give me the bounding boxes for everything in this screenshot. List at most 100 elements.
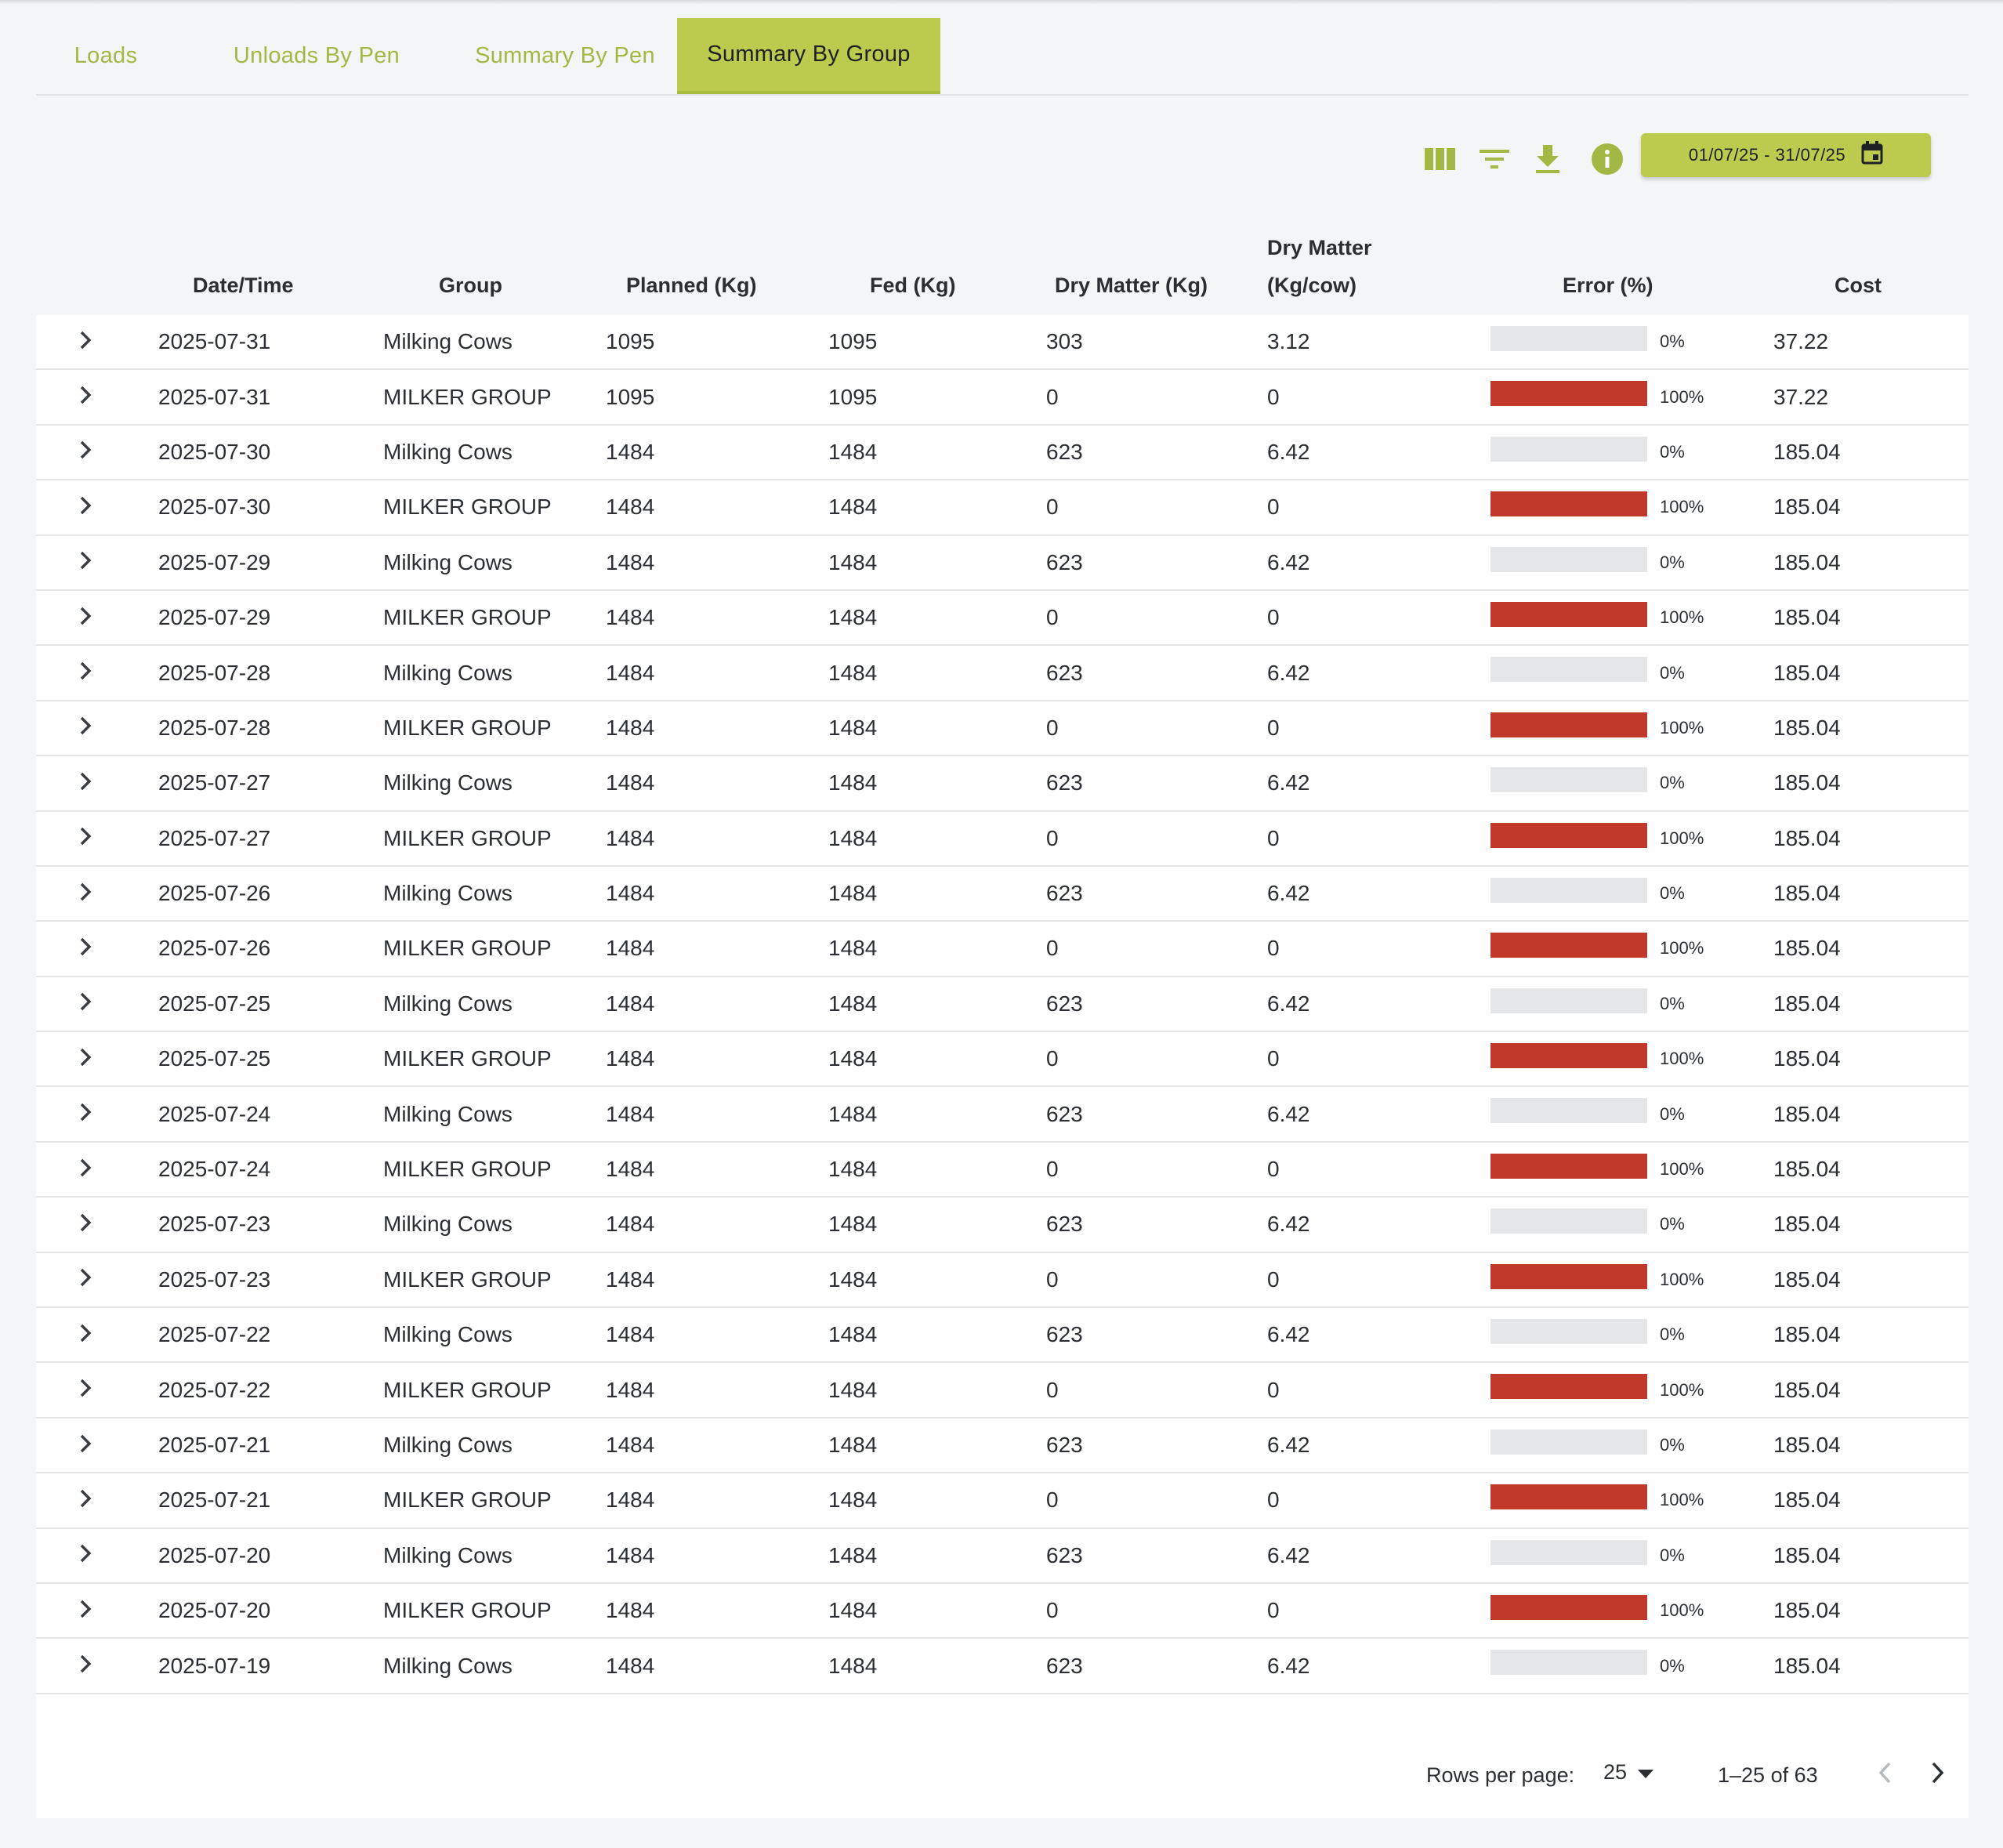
expand-row-button[interactable] xyxy=(78,1363,102,1416)
cell-dry-matter-cow: 0 xyxy=(1267,384,1280,409)
table-row[interactable]: 2025-07-27 MILKER GROUP 1484 1484 0 0 185.04 10… xyxy=(36,812,1969,867)
info-icon[interactable] xyxy=(1590,142,1624,176)
next-page-button[interactable] xyxy=(1921,1757,1955,1792)
header-dry-matter-cow-line2[interactable]: (Kg/cow) xyxy=(1267,274,1356,297)
expand-row-button[interactable] xyxy=(78,370,102,423)
cell-dry-matter: 0 xyxy=(1046,825,1059,850)
expand-row-button[interactable] xyxy=(78,867,102,920)
table-row[interactable]: 2025-07-31 Milking Cows 1095 1095 303 3.12 37.… xyxy=(36,315,1969,371)
table-row[interactable]: 2025-07-22 MILKER GROUP 1484 1484 0 0 185.04 10… xyxy=(36,1363,1969,1419)
error-bar xyxy=(1490,381,1647,407)
header-date[interactable]: Date/Time xyxy=(193,274,294,297)
table-row[interactable]: 2025-07-24 Milking Cows 1484 1484 623 6.42 185… xyxy=(36,1087,1969,1143)
header-planned[interactable]: Planned (Kg) xyxy=(626,274,757,297)
tab-summary-by-group[interactable]: Summary By Group xyxy=(677,18,940,94)
chevron-right-icon xyxy=(78,385,92,409)
cell-planned: 1484 xyxy=(606,825,655,850)
table-row[interactable]: 2025-07-28 MILKER GROUP 1484 1484 0 0 185.04 10… xyxy=(36,701,1969,757)
cell-group: MILKER GROUP xyxy=(383,936,552,961)
header-dry-matter[interactable]: Dry Matter (Kg) xyxy=(1055,274,1208,297)
cell-date: 2025-07-21 xyxy=(158,1433,271,1457)
cell-dry-matter: 623 xyxy=(1046,1101,1083,1126)
error-percent: 0% xyxy=(1660,1545,1685,1565)
expand-row-button[interactable] xyxy=(78,1308,102,1361)
cell-cost: 185.04 xyxy=(1773,770,1841,795)
previous-page-button[interactable] xyxy=(1867,1757,1902,1792)
date-range-button[interactable]: 01/07/25 - 31/07/25 xyxy=(1641,133,1931,177)
expand-row-button[interactable] xyxy=(78,922,102,975)
header-error[interactable]: Error (%) xyxy=(1563,274,1653,297)
cell-planned: 1095 xyxy=(606,329,655,354)
download-icon[interactable] xyxy=(1530,142,1565,176)
table-row[interactable]: 2025-07-26 MILKER GROUP 1484 1484 0 0 185.04 10… xyxy=(36,922,1969,977)
table-row[interactable]: 2025-07-29 MILKER GROUP 1484 1484 0 0 185.04 10… xyxy=(36,591,1969,647)
chevron-right-icon xyxy=(78,991,92,1016)
error-bar-fill xyxy=(1490,933,1647,958)
cell-cost: 185.04 xyxy=(1773,1487,1841,1513)
table-row[interactable]: 2025-07-20 MILKER GROUP 1484 1484 0 0 185.04 10… xyxy=(36,1584,1969,1640)
chevron-right-icon xyxy=(1931,1762,1945,1788)
expand-row-button[interactable] xyxy=(78,1473,102,1527)
expand-row-button[interactable] xyxy=(78,756,102,810)
tab-summary-by-pen[interactable]: Summary By Pen xyxy=(475,43,655,68)
table-row[interactable]: 2025-07-23 Milking Cows 1484 1484 623 6.42 185… xyxy=(36,1198,1969,1253)
table-row[interactable]: 2025-07-21 MILKER GROUP 1484 1484 0 0 185.04 10… xyxy=(36,1473,1969,1529)
expand-row-button[interactable] xyxy=(78,426,102,479)
expand-row-button[interactable] xyxy=(78,1639,102,1692)
expand-row-button[interactable] xyxy=(78,480,102,534)
table-row[interactable]: 2025-07-25 MILKER GROUP 1484 1484 0 0 185.04 10… xyxy=(36,1032,1969,1088)
error-percent: 0% xyxy=(1660,662,1685,683)
expand-row-button[interactable] xyxy=(78,1143,102,1196)
cell-planned: 1484 xyxy=(606,605,655,630)
table-row[interactable]: 2025-07-30 MILKER GROUP 1484 1484 0 0 185.04 10… xyxy=(36,480,1969,536)
expand-row-button[interactable] xyxy=(78,1198,102,1251)
table-row[interactable]: 2025-07-19 Milking Cows 1484 1484 623 6.42 185… xyxy=(36,1639,1969,1694)
rows-per-page-select[interactable]: 25 xyxy=(1603,1760,1654,1785)
table-row[interactable]: 2025-07-31 MILKER GROUP 1095 1095 0 0 37.22 100… xyxy=(36,370,1969,426)
expand-row-button[interactable] xyxy=(78,1584,102,1637)
header-fed[interactable]: Fed (Kg) xyxy=(870,274,956,297)
table-row[interactable]: 2025-07-22 Milking Cows 1484 1484 623 6.42 185… xyxy=(36,1308,1969,1364)
table-row[interactable]: 2025-07-29 Milking Cows 1484 1484 623 6.42 185… xyxy=(36,536,1969,591)
table-row[interactable]: 2025-07-24 MILKER GROUP 1484 1484 0 0 185.04 10… xyxy=(36,1143,1969,1198)
cell-planned: 1484 xyxy=(606,1433,655,1457)
error-bar xyxy=(1490,712,1647,737)
cell-planned: 1484 xyxy=(606,495,655,520)
table-row[interactable]: 2025-07-21 Milking Cows 1484 1484 623 6.42 185… xyxy=(36,1419,1969,1474)
header-cost[interactable]: Cost xyxy=(1835,274,1882,297)
table-row[interactable]: 2025-07-26 Milking Cows 1484 1484 623 6.42 185… xyxy=(36,867,1969,922)
table-row[interactable]: 2025-07-27 Milking Cows 1484 1484 623 6.42 185… xyxy=(36,756,1969,812)
tab-loads[interactable]: Loads xyxy=(74,43,138,68)
cell-dry-matter: 303 xyxy=(1046,329,1083,354)
cell-dry-matter-cow: 6.42 xyxy=(1267,1101,1310,1126)
tab-unloads-by-pen[interactable]: Unloads By Pen xyxy=(233,43,400,68)
expand-row-button[interactable] xyxy=(78,1087,102,1140)
table-row[interactable]: 2025-07-30 Milking Cows 1484 1484 623 6.42 185… xyxy=(36,426,1969,481)
header-group[interactable]: Group xyxy=(439,274,502,297)
expand-row-button[interactable] xyxy=(78,1032,102,1085)
filter-icon[interactable] xyxy=(1477,142,1512,176)
table-row[interactable]: 2025-07-25 Milking Cows 1484 1484 623 6.42 185… xyxy=(36,977,1969,1033)
cell-date: 2025-07-19 xyxy=(158,1653,271,1678)
table-row[interactable]: 2025-07-23 MILKER GROUP 1484 1484 0 0 185.04 10… xyxy=(36,1253,1969,1309)
header-dry-matter-cow-line1[interactable]: Dry Matter xyxy=(1267,236,1372,259)
expand-row-button[interactable] xyxy=(78,1253,102,1306)
cell-dry-matter-cow: 6.42 xyxy=(1267,660,1310,685)
table-row[interactable]: 2025-07-20 Milking Cows 1484 1484 623 6.42 185… xyxy=(36,1529,1969,1584)
expand-row-button[interactable] xyxy=(78,977,102,1031)
cell-group: MILKER GROUP xyxy=(383,1046,552,1071)
columns-icon[interactable] xyxy=(1423,142,1458,176)
expand-row-button[interactable] xyxy=(78,646,102,699)
expand-row-button[interactable] xyxy=(78,315,102,368)
error-bar xyxy=(1490,1374,1647,1400)
cell-date: 2025-07-26 xyxy=(158,881,271,906)
expand-row-button[interactable] xyxy=(78,1529,102,1582)
expand-row-button[interactable] xyxy=(78,1419,102,1472)
expand-row-button[interactable] xyxy=(78,536,102,589)
expand-row-button[interactable] xyxy=(78,701,102,755)
error-percent: 0% xyxy=(1660,332,1685,352)
chevron-right-icon xyxy=(78,606,92,630)
expand-row-button[interactable] xyxy=(78,591,102,644)
table-row[interactable]: 2025-07-28 Milking Cows 1484 1484 623 6.42 185… xyxy=(36,646,1969,701)
expand-row-button[interactable] xyxy=(78,812,102,865)
